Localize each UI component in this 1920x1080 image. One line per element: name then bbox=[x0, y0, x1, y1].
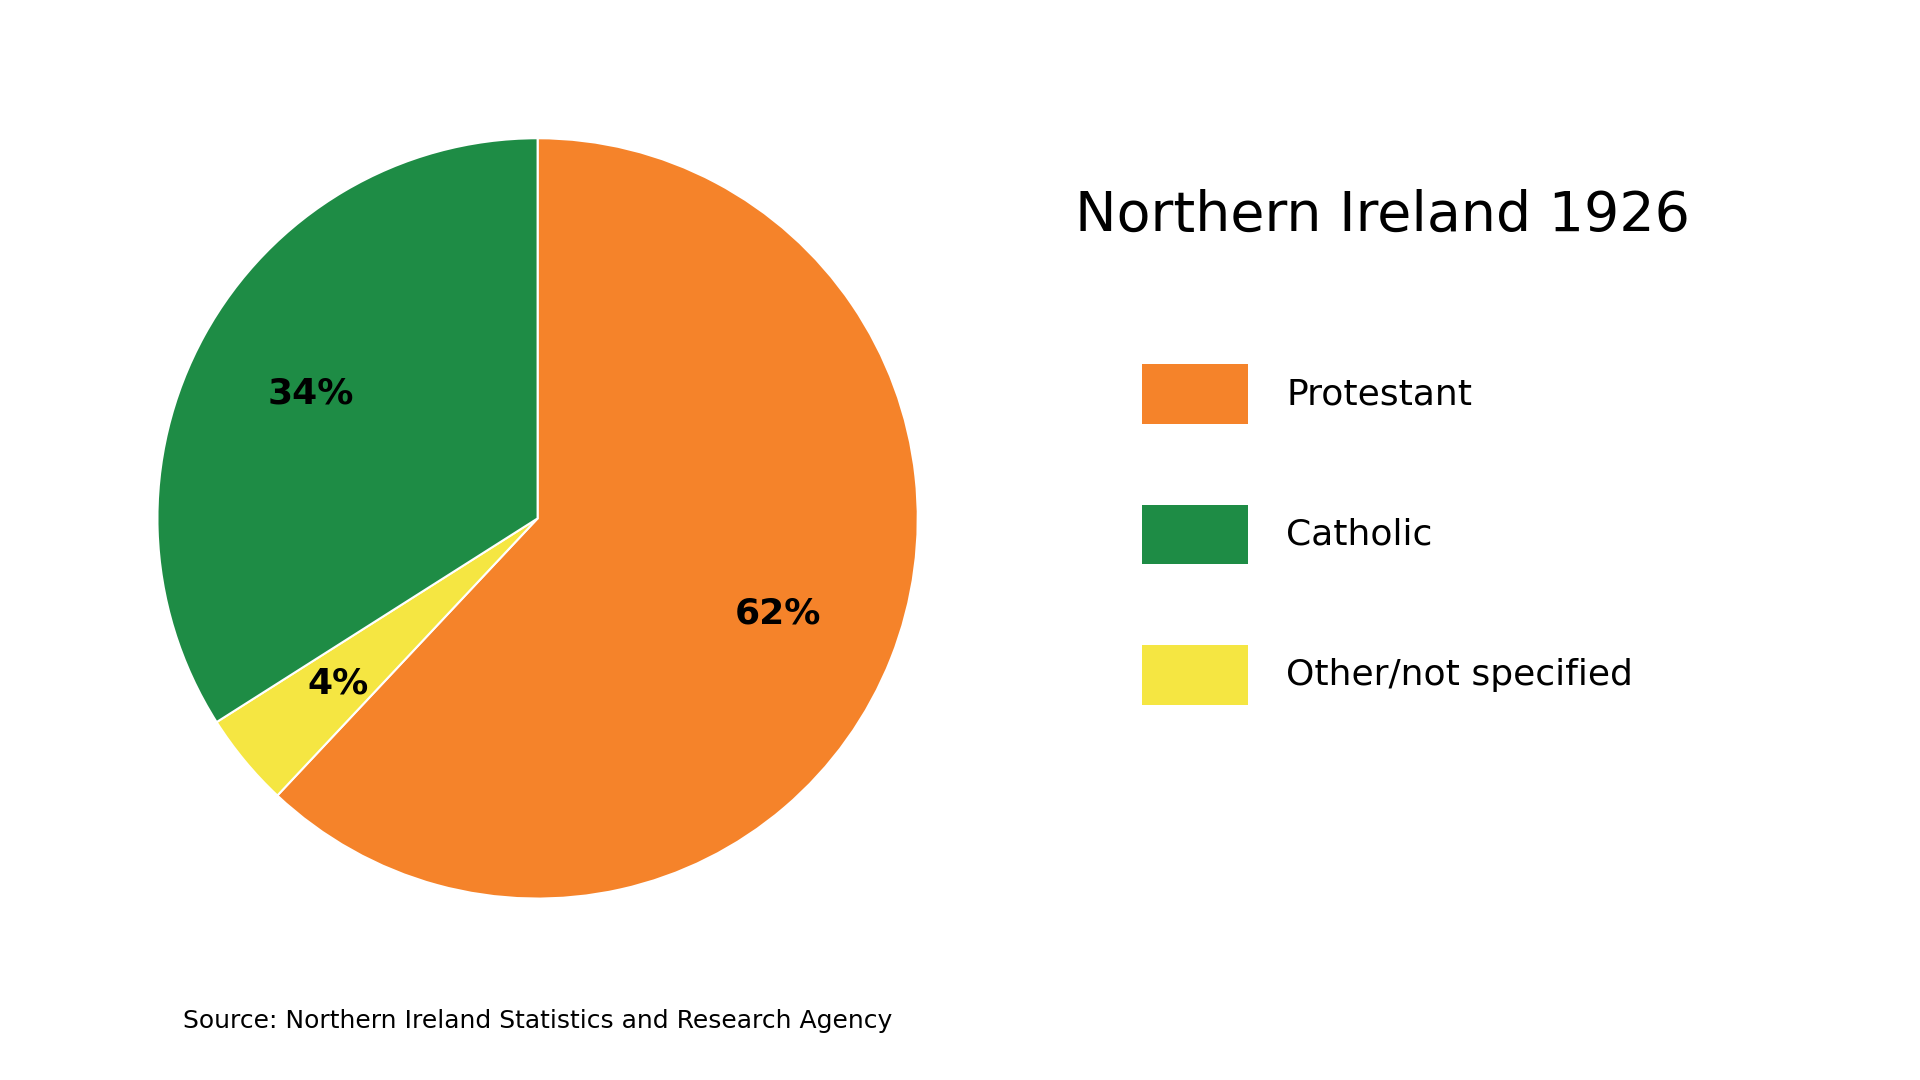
Wedge shape bbox=[157, 138, 538, 723]
Text: 4%: 4% bbox=[307, 666, 369, 700]
Text: Other/not specified: Other/not specified bbox=[1286, 658, 1634, 692]
Text: Northern Ireland 1926: Northern Ireland 1926 bbox=[1075, 189, 1690, 243]
Text: Catholic: Catholic bbox=[1286, 517, 1432, 552]
Wedge shape bbox=[217, 518, 538, 796]
Text: 34%: 34% bbox=[269, 377, 355, 410]
Text: 62%: 62% bbox=[735, 596, 822, 631]
Wedge shape bbox=[276, 138, 918, 899]
Text: Protestant: Protestant bbox=[1286, 377, 1473, 411]
Text: Source: Northern Ireland Statistics and Research Agency: Source: Northern Ireland Statistics and … bbox=[182, 1009, 893, 1032]
